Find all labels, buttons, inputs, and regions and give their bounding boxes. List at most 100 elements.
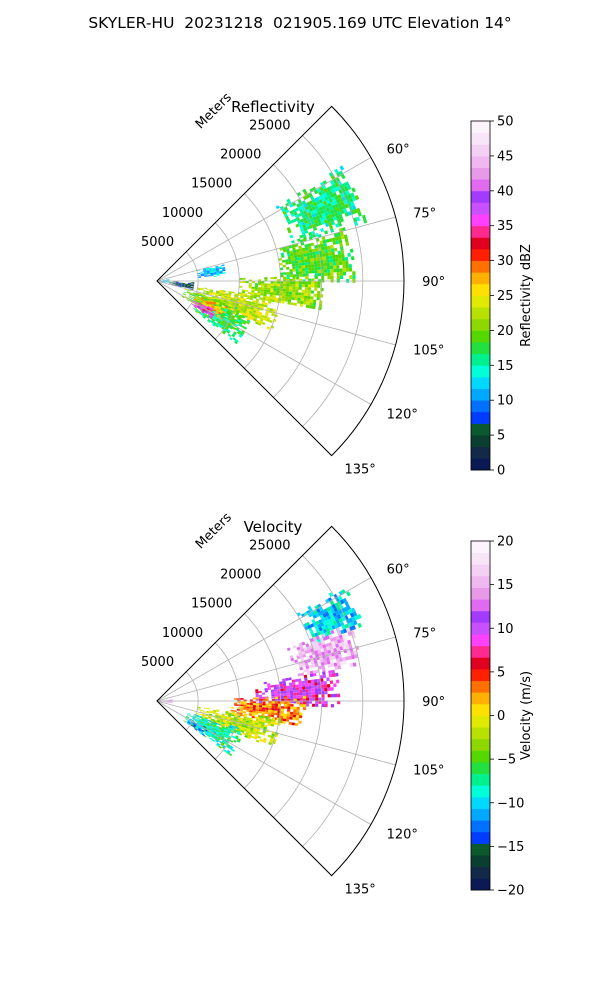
radar-gate: [235, 726, 239, 730]
radar-gate: [261, 299, 266, 303]
radar-gate: [240, 706, 244, 708]
radar-gate: [224, 327, 229, 331]
radar-gate: [289, 690, 294, 694]
radar-gate: [178, 283, 182, 285]
radar-gate: [252, 706, 256, 709]
radar-gate: [209, 731, 213, 735]
radar-gate: [217, 719, 221, 722]
radar-gate: [264, 285, 268, 288]
radar-gate: [296, 276, 300, 280]
radar-gate: [197, 311, 202, 315]
radar-gate: [258, 731, 263, 735]
radar-gate: [221, 729, 225, 732]
radar-gate: [314, 212, 319, 217]
radar-gate: [330, 269, 334, 273]
sector-outline: [156, 525, 405, 877]
radar-gate: [303, 191, 309, 196]
radar-gate: [271, 313, 275, 317]
radar-gate: [258, 690, 262, 693]
radar-gate: [223, 719, 227, 722]
radar-gate: [208, 303, 213, 306]
radar-gate: [264, 277, 268, 280]
radar-gate: [314, 270, 318, 274]
radar-gate: [220, 298, 224, 301]
radar-gate: [314, 688, 319, 692]
radar-gate: [308, 270, 312, 274]
radar-gate: [233, 297, 237, 301]
radar-gate: [327, 630, 332, 636]
radar-gate: [292, 682, 296, 686]
radar-gate: [274, 297, 279, 301]
radar-gate: [314, 197, 319, 202]
radar-gate: [318, 606, 324, 612]
radar-gate: [352, 275, 356, 279]
radar-gate: [257, 305, 261, 308]
radar-gate: [271, 733, 275, 737]
radar-gate: [264, 283, 268, 286]
radar-gate: [254, 292, 258, 295]
radar-gate: [166, 701, 170, 703]
radar-gate: [319, 186, 324, 192]
radar-gate: [302, 217, 307, 222]
radar-gate: [205, 724, 210, 728]
colorbar-segment: [471, 237, 490, 250]
radar-gate: [249, 703, 253, 705]
radar-gate: [223, 731, 227, 735]
radar-gate: [261, 281, 265, 284]
radar-gate: [312, 670, 317, 674]
radar-gate: [220, 730, 224, 733]
radar-gate: [196, 300, 200, 303]
radar-gate: [294, 294, 299, 298]
radar-gate: [285, 677, 289, 681]
radar-gate: [184, 285, 188, 287]
radar-gate: [339, 165, 345, 171]
radar-gate: [232, 337, 237, 341]
radar-gate: [300, 648, 305, 653]
radar-gate: [300, 295, 305, 299]
radar-gate: [212, 301, 217, 304]
radar-gate: [333, 593, 338, 599]
radar-gate: [220, 307, 224, 311]
radar-gate: [255, 689, 259, 692]
radar-gate: [323, 262, 327, 267]
radar-gate: [280, 272, 284, 275]
radar-gate: [299, 251, 303, 255]
radar-gate: [237, 738, 241, 742]
colorbar-segment: [471, 167, 490, 180]
radar-gate: [339, 646, 344, 651]
radar-gate: [203, 723, 207, 726]
radar-gate: [291, 263, 296, 267]
radar-gate: [292, 687, 296, 691]
radar-gate: [175, 281, 179, 283]
radar-gate: [305, 304, 310, 309]
radar-gate: [295, 717, 299, 721]
radar-gate: [353, 650, 358, 655]
radar-gate: [249, 309, 254, 312]
radar-gate: [279, 681, 283, 685]
theta-tick-label: 105°: [413, 764, 444, 779]
radar-gate: [215, 304, 219, 307]
radar-gate: [265, 707, 269, 710]
radar-gate: [231, 711, 235, 714]
colorbar-segment: [471, 599, 490, 612]
radar-gate: [228, 306, 232, 309]
radar-gate: [220, 720, 224, 723]
radar-gate: [274, 722, 278, 725]
radar-gate: [260, 289, 264, 292]
radar-gate: [269, 308, 274, 312]
radar-gate: [322, 193, 328, 198]
radar-gate: [206, 300, 210, 303]
radar-gate: [222, 739, 227, 743]
radar-gate: [306, 255, 311, 260]
radar-gate: [310, 661, 315, 665]
colorbar-tick-label: −5: [497, 753, 516, 768]
radar-gate: [299, 234, 304, 239]
radar-gate: [311, 682, 315, 686]
radar-gate: [203, 314, 207, 318]
radar-gate: [163, 281, 167, 283]
radar-gate: [210, 314, 214, 317]
radar-gate: [276, 281, 280, 284]
radar-gate: [301, 663, 306, 667]
radar-gate: [191, 297, 195, 300]
radar-gate: [249, 719, 253, 722]
